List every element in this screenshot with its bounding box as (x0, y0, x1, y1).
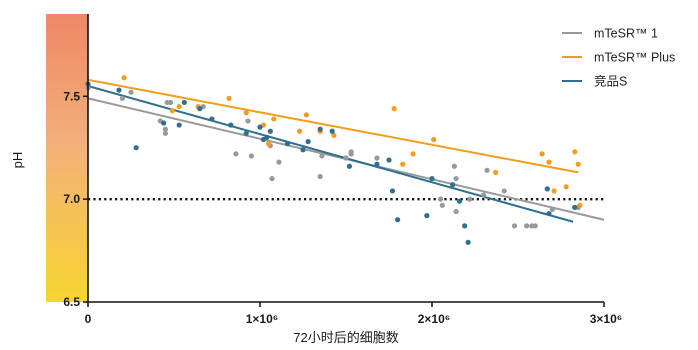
legend-label-series-3: 竞品S (594, 75, 627, 89)
data-point-series-3 (329, 128, 335, 134)
data-point-series-3 (462, 223, 468, 229)
data-point-series-1 (532, 223, 538, 229)
data-point-series-3 (181, 99, 187, 106)
data-point-series-2 (243, 110, 249, 116)
data-point-series-3 (264, 134, 270, 141)
data-point-series-1 (348, 149, 354, 155)
data-point-series-1 (439, 202, 445, 208)
data-point-series-3 (116, 87, 122, 93)
trend-line-series-2 (87, 78, 579, 174)
data-point-series-3 (176, 122, 182, 128)
ph-gradient-bar (46, 14, 88, 302)
data-point-series-3 (465, 239, 471, 245)
x-tick-label: 0 (85, 312, 92, 326)
data-point-series-3 (197, 106, 203, 112)
data-point-series-3 (395, 217, 401, 223)
data-point-series-2 (563, 184, 569, 190)
data-point-series-1 (119, 95, 125, 101)
data-point-series-3 (456, 198, 463, 204)
data-point-series-2 (226, 95, 232, 101)
data-point-series-3 (544, 186, 550, 192)
data-point-series-1 (162, 126, 168, 132)
data-point-series-2 (546, 159, 552, 165)
data-point-series-3 (450, 182, 456, 188)
data-point-series-3 (228, 122, 234, 128)
data-point-series-1 (481, 192, 487, 198)
data-point-series-3 (386, 157, 392, 163)
data-point-series-1 (374, 155, 380, 161)
data-point-series-1 (269, 175, 275, 182)
data-point-series-3 (389, 188, 396, 194)
data-point-series-2 (271, 116, 277, 122)
data-point-series-1 (501, 188, 507, 194)
data-point-series-1 (128, 89, 134, 95)
data-point-series-2 (539, 151, 545, 157)
data-point-series-3 (209, 116, 215, 122)
data-point-series-1 (524, 223, 530, 229)
data-point-series-1 (453, 208, 459, 215)
data-point-series-3 (243, 130, 249, 136)
data-point-series-2 (303, 112, 310, 118)
data-point-series-3 (429, 175, 435, 182)
data-point-series-3 (300, 147, 306, 153)
data-point-series-2 (296, 128, 303, 134)
data-point-series-2 (572, 149, 578, 155)
data-point-series-3 (267, 128, 273, 134)
data-point-series-2 (400, 161, 406, 167)
y-tick-label: 6.5 (63, 295, 80, 309)
data-point-series-1 (162, 130, 168, 136)
data-point-series-3 (374, 161, 380, 167)
data-point-series-1 (549, 206, 556, 213)
data-point-series-1 (248, 153, 254, 159)
data-point-series-3 (346, 163, 353, 169)
trend-line-series-3 (87, 85, 574, 223)
y-tick-label: 7.0 (63, 192, 80, 206)
data-point-series-2 (266, 141, 272, 147)
data-point-series-3 (161, 120, 167, 126)
data-point-series-1 (484, 167, 490, 173)
data-point-series-1 (453, 175, 459, 182)
data-point-series-3 (424, 213, 430, 219)
data-point-series-2 (121, 75, 127, 81)
data-point-series-3 (133, 145, 139, 151)
data-point-series-1 (451, 163, 457, 169)
data-point-series-3 (317, 126, 323, 132)
y-axis-title: pH (10, 152, 25, 169)
data-point-series-1 (319, 153, 325, 159)
data-point-series-2 (176, 103, 182, 110)
y-tick-label: 7.5 (63, 89, 80, 103)
data-point-series-1 (245, 118, 251, 124)
data-point-series-2 (431, 136, 437, 143)
data-point-series-1 (233, 151, 239, 157)
data-point-series-3 (284, 141, 291, 147)
data-point-series-2 (410, 151, 416, 157)
data-point-series-1 (317, 173, 323, 180)
data-point-series-1 (343, 155, 349, 161)
x-tick-label: 3×10⁶ (590, 312, 623, 326)
data-point-series-1 (167, 99, 174, 106)
data-point-series-2 (391, 106, 397, 112)
data-point-series-3 (546, 210, 552, 217)
legend: mTeSR™ 1 mTeSR™ Plus 竞品S (562, 27, 675, 89)
x-tick-label: 2×10⁶ (418, 312, 451, 326)
x-axis-title: 72小时后的细胞数 (293, 330, 398, 345)
legend-label-series-2: mTeSR™ Plus (594, 51, 675, 65)
data-point-series-3 (305, 138, 311, 145)
data-point-series-2 (575, 161, 581, 167)
data-point-series-1 (511, 223, 518, 229)
data-point-series-3 (257, 124, 263, 130)
legend-label-series-1: mTeSR™ 1 (594, 27, 658, 41)
data-point-series-1 (438, 196, 444, 202)
data-point-series-1 (276, 159, 282, 165)
data-point-series-2 (169, 108, 175, 114)
data-point-series-2 (577, 202, 583, 208)
data-point-series-2 (331, 132, 337, 138)
data-point-series-1 (467, 196, 473, 202)
data-point-series-2 (551, 188, 557, 194)
x-tick-label: 1×10⁶ (246, 312, 279, 326)
data-point-series-3 (572, 204, 578, 210)
data-point-series-2 (493, 169, 499, 175)
